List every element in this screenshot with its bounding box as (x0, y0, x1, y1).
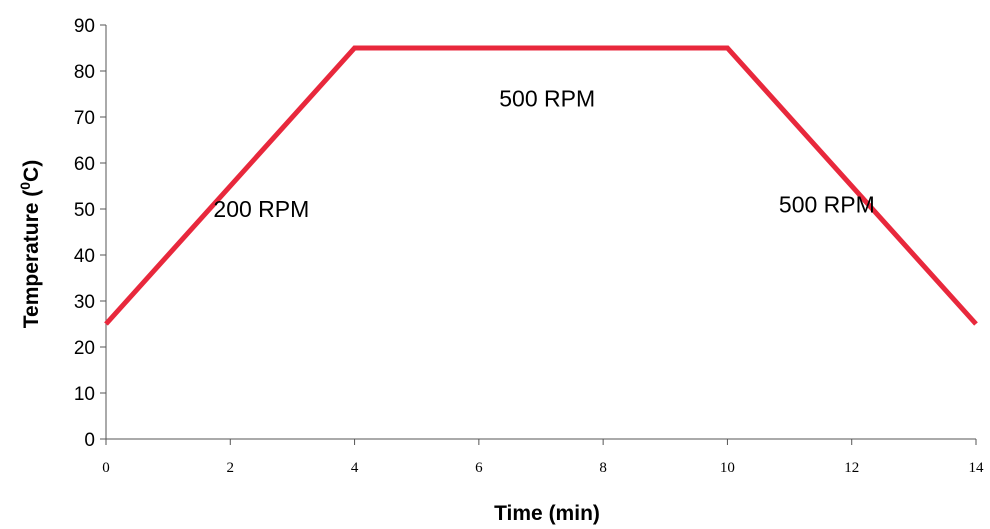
x-tick-label: 10 (720, 460, 735, 476)
annotation-layer: 200 RPM 500 RPM 500 RPM (213, 86, 874, 222)
x-axis: 0 2 4 6 8 10 12 14 (102, 438, 985, 476)
series-layer (104, 45, 978, 326)
y-tick-label: 50 (74, 200, 95, 221)
y-tick-label: 40 (74, 246, 95, 267)
x-tick-label: 0 (102, 460, 110, 476)
y-tick-label: 80 (74, 62, 95, 83)
x-tick-label: 4 (351, 460, 359, 476)
y-axis-title-unit: C) (20, 160, 43, 182)
x-tick-label: 2 (227, 460, 235, 476)
rpm-annotation: 200 RPM (213, 196, 309, 222)
x-axis-title: Time (min) (494, 502, 600, 525)
y-tick-label: 10 (74, 384, 95, 405)
y-tick-label: 90 (74, 16, 95, 37)
y-tick-label: 70 (74, 108, 95, 129)
x-tick-label: 8 (599, 460, 607, 476)
x-tick-label: 6 (475, 460, 483, 476)
y-axis-title-main: Temperature ( (20, 190, 43, 328)
temperature-series-line (104, 45, 978, 326)
y-tick-label: 20 (74, 338, 95, 359)
x-tick-label: 14 (969, 460, 985, 476)
y-axis-title: Temperature (0C) (17, 160, 43, 328)
y-tick-label: 60 (74, 154, 95, 175)
rpm-annotation: 500 RPM (779, 191, 875, 217)
y-tick-label: 30 (74, 292, 95, 313)
y-axis: 0 10 20 30 40 50 60 70 80 90 (74, 16, 107, 451)
x-tick-label: 12 (844, 460, 859, 476)
rpm-annotation: 500 RPM (499, 86, 595, 112)
y-tick-label: 0 (84, 430, 95, 451)
y-axis-title-superscript: 0 (17, 182, 33, 190)
